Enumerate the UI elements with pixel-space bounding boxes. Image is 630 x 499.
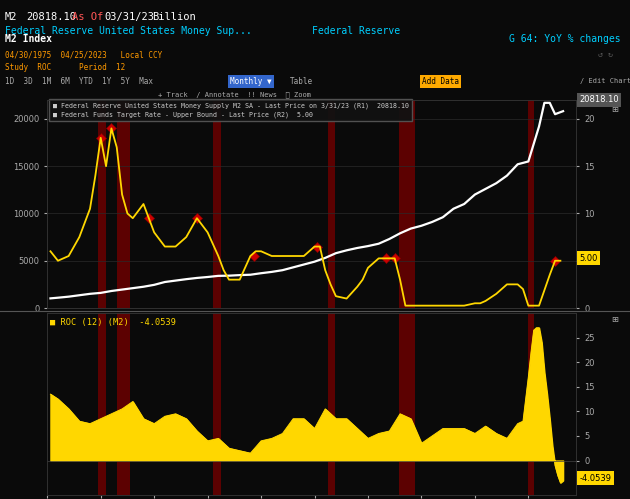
Bar xyxy=(117,313,130,495)
Text: + Track  / Annotate  !! News  🔍 Zoom: + Track / Annotate !! News 🔍 Zoom xyxy=(158,91,311,98)
Bar xyxy=(98,313,106,495)
Bar xyxy=(399,313,415,495)
Text: 04/30/1975  04/25/2023   Local CCY: 04/30/1975 04/25/2023 Local CCY xyxy=(5,50,163,59)
Text: Table: Table xyxy=(290,77,313,86)
Text: ■ Federal Reserve United States Money Supply M2 SA - Last Price on 3/31/23 (R1) : ■ Federal Reserve United States Money Su… xyxy=(52,102,408,118)
Text: ■ ROC (12) (M2)  -4.0539: ■ ROC (12) (M2) -4.0539 xyxy=(50,318,176,327)
Bar xyxy=(213,100,221,308)
Text: 20818.10: 20818.10 xyxy=(26,12,76,22)
Bar xyxy=(328,100,335,308)
Bar xyxy=(117,100,130,308)
Text: Billion: Billion xyxy=(152,12,196,22)
Text: G 64: YoY % changes: G 64: YoY % changes xyxy=(509,34,621,44)
Bar xyxy=(529,100,534,308)
Bar xyxy=(399,100,415,308)
Text: As Of: As Of xyxy=(72,12,104,22)
Text: ↺ ↻: ↺ ↻ xyxy=(598,50,614,59)
Bar xyxy=(213,313,221,495)
Text: Federal Reserve: Federal Reserve xyxy=(312,26,400,36)
Text: ⊞: ⊞ xyxy=(610,105,618,114)
Text: Study  ROC      Period  12: Study ROC Period 12 xyxy=(5,63,125,72)
Bar xyxy=(98,100,106,308)
Bar xyxy=(328,313,335,495)
Text: Federal Reserve United States Money Sup...: Federal Reserve United States Money Sup.… xyxy=(5,26,252,36)
Text: M2: M2 xyxy=(5,12,18,22)
Text: 03/31/23: 03/31/23 xyxy=(104,12,154,22)
Text: Monthly ▼: Monthly ▼ xyxy=(230,77,272,86)
Text: 5.00: 5.00 xyxy=(579,253,597,263)
Text: ⊞: ⊞ xyxy=(610,315,618,324)
Text: Add Data: Add Data xyxy=(422,77,459,86)
Text: 1D  3D  1M  6M  YTD  1Y  5Y  Max: 1D 3D 1M 6M YTD 1Y 5Y Max xyxy=(5,77,153,86)
Text: M2 Index: M2 Index xyxy=(5,34,52,44)
Text: -4.0539: -4.0539 xyxy=(579,474,611,483)
Text: 20818.10: 20818.10 xyxy=(579,95,619,104)
Bar xyxy=(529,313,534,495)
Text: / Edit Chart: / Edit Chart xyxy=(580,78,630,84)
